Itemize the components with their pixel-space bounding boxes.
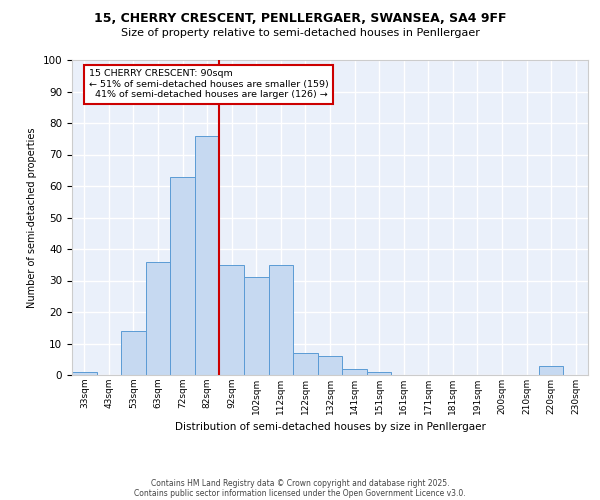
Bar [269,265,293,375]
Bar [146,262,170,375]
Y-axis label: Number of semi-detached properties: Number of semi-detached properties [27,127,37,308]
Bar [195,136,220,375]
Text: 15, CHERRY CRESCENT, PENLLERGAER, SWANSEA, SA4 9FF: 15, CHERRY CRESCENT, PENLLERGAER, SWANSE… [94,12,506,26]
Bar [220,265,244,375]
Bar [293,353,318,375]
Text: Contains HM Land Registry data © Crown copyright and database right 2025.: Contains HM Land Registry data © Crown c… [151,478,449,488]
Bar [72,372,97,375]
X-axis label: Distribution of semi-detached houses by size in Penllergaer: Distribution of semi-detached houses by … [175,422,485,432]
Bar [367,372,391,375]
Text: Contains public sector information licensed under the Open Government Licence v3: Contains public sector information licen… [134,488,466,498]
Bar [121,331,146,375]
Text: Size of property relative to semi-detached houses in Penllergaer: Size of property relative to semi-detach… [121,28,479,38]
Bar [342,368,367,375]
Bar [318,356,342,375]
Bar [170,176,195,375]
Bar [539,366,563,375]
Text: 15 CHERRY CRESCENT: 90sqm
← 51% of semi-detached houses are smaller (159)
  41% : 15 CHERRY CRESCENT: 90sqm ← 51% of semi-… [89,70,328,99]
Bar [244,278,269,375]
